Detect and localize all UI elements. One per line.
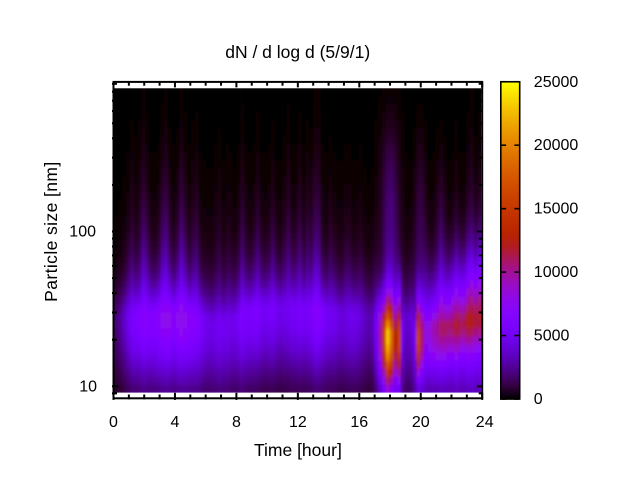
svg-text:100: 100 [69, 223, 96, 240]
svg-text:Time [hour]: Time [hour] [254, 440, 342, 460]
svg-text:5000: 5000 [534, 328, 570, 345]
svg-text:4: 4 [170, 414, 179, 431]
svg-text:24: 24 [476, 414, 494, 431]
svg-text:20000: 20000 [534, 137, 579, 154]
svg-text:dN / d log d (5/9/1): dN / d log d (5/9/1) [225, 42, 370, 62]
svg-text:8: 8 [232, 414, 241, 431]
svg-text:0: 0 [534, 391, 543, 408]
svg-text:15000: 15000 [534, 201, 579, 218]
svg-text:Particle size [nm]: Particle size [nm] [41, 161, 61, 301]
svg-text:16: 16 [350, 414, 368, 431]
svg-text:20: 20 [412, 414, 430, 431]
svg-text:0: 0 [109, 414, 118, 431]
svg-text:10000: 10000 [534, 264, 579, 281]
svg-text:10: 10 [79, 378, 97, 395]
svg-text:12: 12 [289, 414, 307, 431]
svg-text:25000: 25000 [534, 74, 579, 91]
